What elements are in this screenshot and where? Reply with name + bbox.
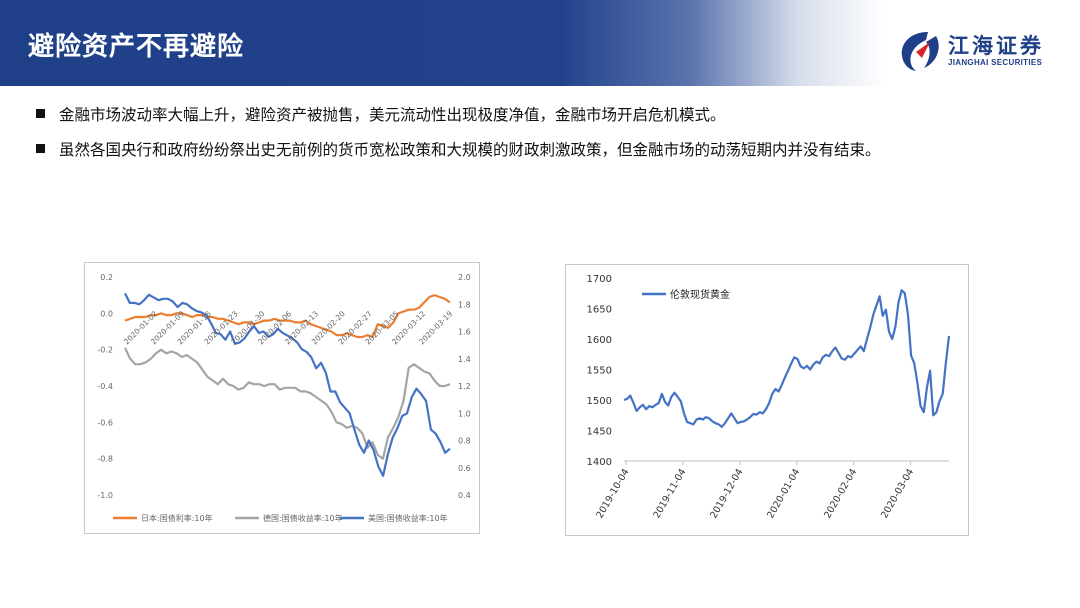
y-tick-label: 1400 bbox=[587, 457, 612, 468]
header-bar: 避险资产不再避险 江海证券 JIANGHAI SECURITIES bbox=[0, 0, 1080, 86]
y-tick-label: 1600 bbox=[587, 335, 612, 346]
gold-price-chart: 1700 1650 1600 1550 1500 1450 1400 2019-10-04 20… bbox=[565, 264, 969, 536]
series-line bbox=[124, 294, 451, 339]
company-logo: 江海证券 JIANGHAI SECURITIES bbox=[896, 28, 1066, 74]
left-y-tick-label: -1.0 bbox=[97, 491, 113, 500]
x-tick-label: 2020-02-04 bbox=[822, 467, 859, 520]
x-tick-label: 2019-11-04 bbox=[651, 467, 688, 520]
bullet-square-icon bbox=[36, 109, 45, 118]
y-tick-label: 1500 bbox=[587, 396, 612, 407]
left-y-tick-label: -0.6 bbox=[97, 418, 113, 427]
legend-label: 日本:国债利率:10年 bbox=[141, 513, 213, 523]
y-tick-label: 1450 bbox=[587, 427, 612, 438]
x-tick-label: 2020-03-04 bbox=[879, 467, 916, 520]
series-line bbox=[623, 289, 951, 428]
x-tick-label: 2019-10-04 bbox=[594, 467, 631, 520]
left-y-tick-label: -0.8 bbox=[97, 455, 113, 464]
bullet-item: 虽然各国央行和政府纷纷祭出史无前例的货币宽松政策和大规模的财政刺激政策，但金融市… bbox=[36, 138, 881, 160]
right-y-tick-label: 0.6 bbox=[458, 464, 471, 473]
legend-label: 德国:国债收益率:10年 bbox=[263, 513, 343, 523]
legend-label: 伦敦现货黄金 bbox=[670, 288, 730, 301]
x-tick-label: 2020-01-04 bbox=[765, 467, 802, 520]
logo-text-cn: 江海证券 bbox=[948, 34, 1044, 58]
left-y-tick-label: -0.2 bbox=[97, 346, 113, 355]
right-y-tick-label: 0.8 bbox=[458, 437, 471, 446]
bullet-square-icon bbox=[36, 144, 45, 153]
bullet-item: 金融市场波动率大幅上升，避险资产被抛售，美元流动性出现极度净值，金融市场开启危机… bbox=[36, 103, 726, 125]
y-tick-label: 1700 bbox=[587, 274, 612, 285]
right-y-tick-label: 1.4 bbox=[458, 355, 471, 364]
bullet-text: 虽然各国央行和政府纷纷祭出史无前例的货币宽松政策和大规模的财政刺激政策，但金融市… bbox=[59, 141, 881, 159]
series-line bbox=[124, 347, 451, 460]
bullet-text: 金融市场波动率大幅上升，避险资产被抛售，美元流动性出现极度净值，金融市场开启危机… bbox=[59, 106, 726, 124]
logo-text-en: JIANGHAI SECURITIES bbox=[948, 58, 1043, 67]
right-y-tick-label: 1.8 bbox=[458, 300, 471, 309]
left-y-tick-label: 0.2 bbox=[100, 273, 113, 282]
right-y-tick-label: 1.0 bbox=[458, 409, 471, 418]
bond-yield-chart-svg: 0.2 0.0 -0.2 -0.4 -0.6 -0.8 -1.0 2.0 1.8 1.6 1.4 1.… bbox=[97, 273, 471, 523]
page-title: 避险资产不再避险 bbox=[28, 32, 245, 62]
jianghai-swoosh-icon bbox=[901, 32, 939, 71]
left-y-tick-label: -0.4 bbox=[97, 382, 113, 391]
right-y-tick-label: 1.2 bbox=[458, 382, 471, 391]
right-y-tick-label: 2.0 bbox=[458, 273, 471, 282]
y-tick-label: 1650 bbox=[587, 305, 612, 316]
right-y-tick-label: 0.4 bbox=[458, 491, 471, 500]
bond-yield-chart: 0.2 0.0 -0.2 -0.4 -0.6 -0.8 -1.0 2.0 1.8 1.6 1.4 1.… bbox=[84, 262, 480, 534]
legend-label: 美国:国债收益率:10年 bbox=[368, 513, 448, 523]
series-line bbox=[124, 292, 451, 477]
right-y-tick-label: 1.6 bbox=[458, 328, 471, 337]
left-y-tick-label: 0.0 bbox=[100, 309, 113, 318]
x-tick-label: 2019-12-04 bbox=[708, 467, 745, 520]
y-tick-label: 1550 bbox=[587, 366, 612, 377]
